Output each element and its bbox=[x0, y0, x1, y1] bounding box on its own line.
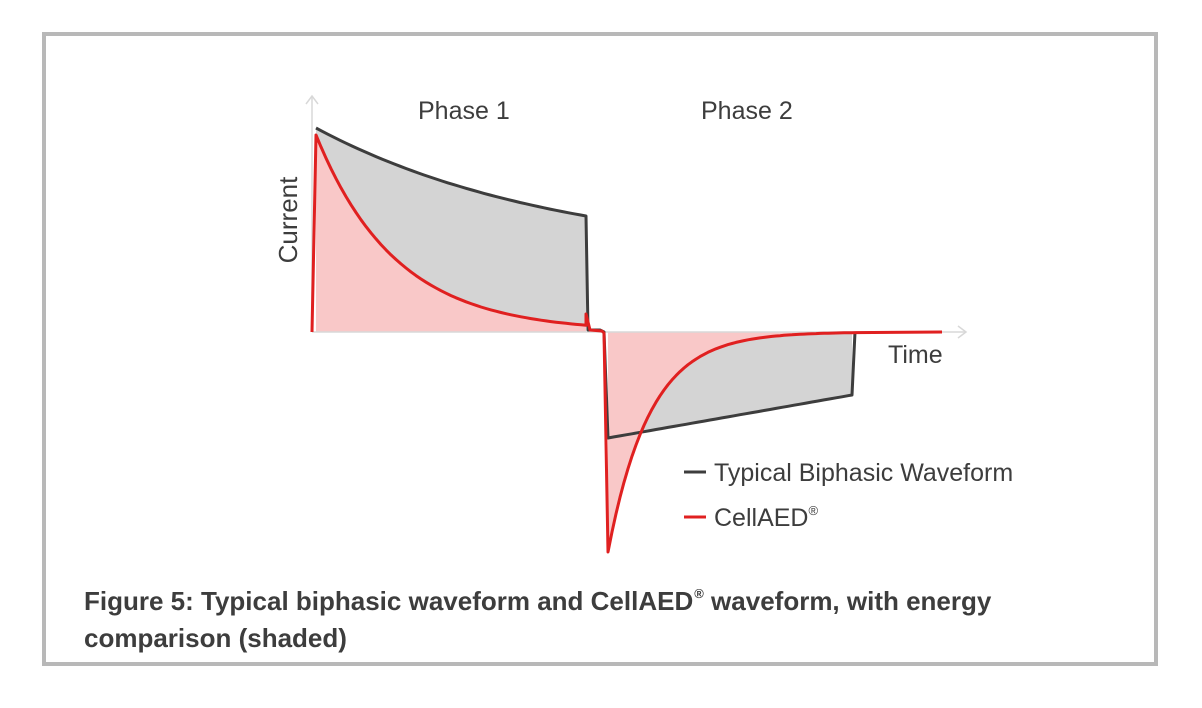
cellaed-energy-shade-phase2 bbox=[608, 332, 856, 552]
x-axis-label: Time bbox=[888, 341, 943, 369]
caption-registered-mark: ® bbox=[694, 586, 704, 601]
figure-frame bbox=[42, 32, 1158, 666]
legend-label-cellaed: CellAED® bbox=[714, 503, 818, 532]
legend: Typical Biphasic Waveform CellAED® bbox=[684, 459, 1013, 532]
y-axis-arrow bbox=[305, 94, 319, 105]
typical-biphasic-waveform-line bbox=[315, 126, 857, 440]
caption-text-start: Figure 5: Typical biphasic waveform and … bbox=[84, 586, 694, 616]
energy-difference-shade-phase1 bbox=[316, 128, 586, 326]
caption-text-end: waveform, with energy comparison (shaded… bbox=[84, 586, 992, 653]
y-axis-label: Current bbox=[273, 176, 303, 263]
legend-label-cellaed-name: CellAED bbox=[714, 504, 808, 532]
phase-2-label: Phase 2 bbox=[701, 97, 793, 125]
cellaed-waveform-line bbox=[310, 133, 943, 554]
figure-caption: Figure 5: Typical biphasic waveform and … bbox=[84, 575, 1124, 657]
cellaed-energy-shade-phase1 bbox=[316, 135, 586, 332]
phase-1-label: Phase 1 bbox=[418, 97, 510, 125]
legend-label-typical: Typical Biphasic Waveform bbox=[714, 459, 1013, 487]
x-axis-arrow bbox=[957, 325, 968, 339]
legend-label-cellaed-mark: ® bbox=[808, 503, 818, 518]
energy-difference-shade-phase2 bbox=[608, 332, 852, 552]
